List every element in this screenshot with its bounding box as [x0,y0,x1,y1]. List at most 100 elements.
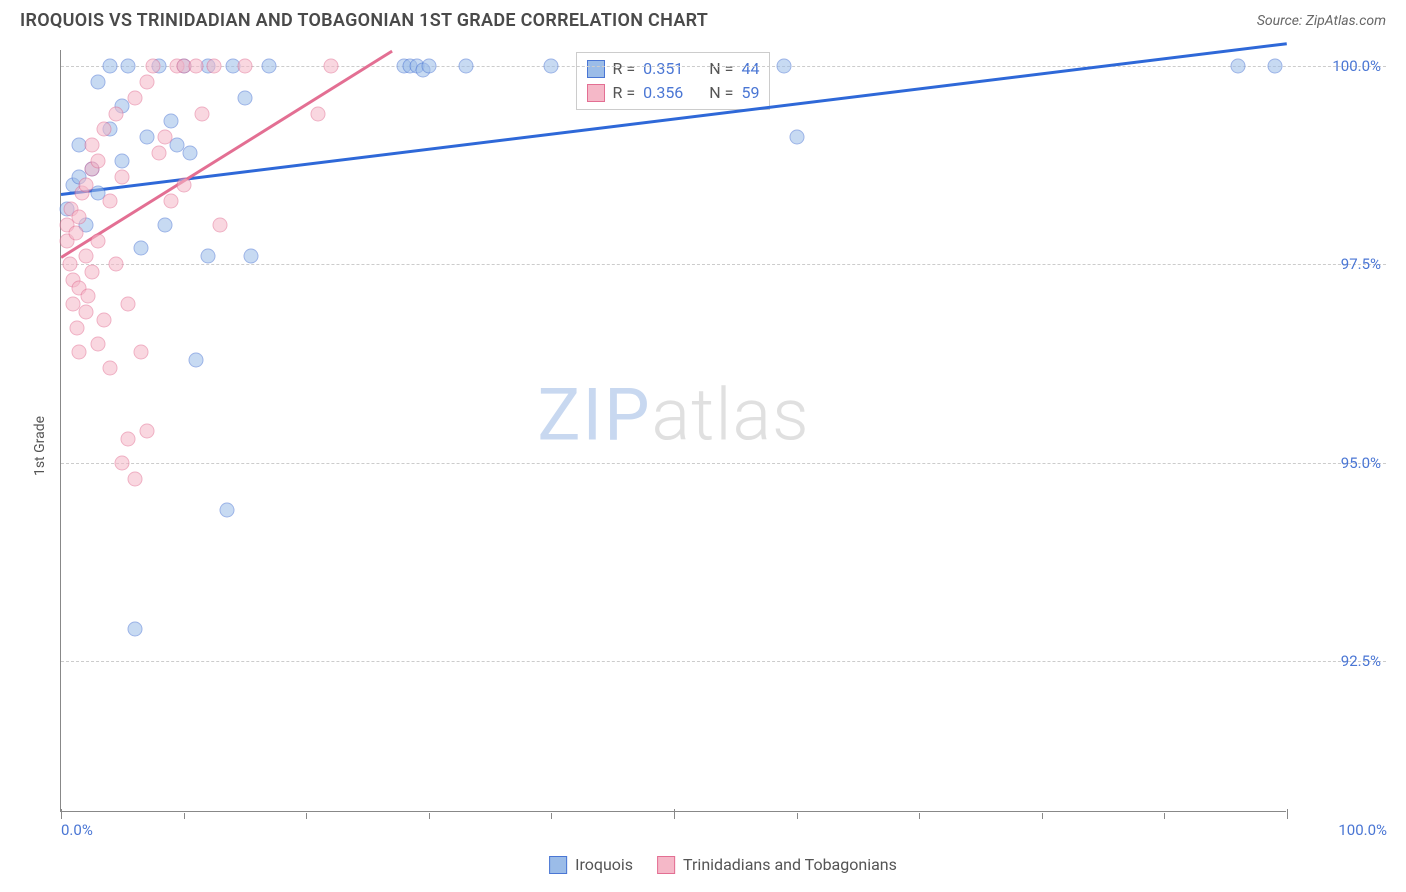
x-tick [1287,809,1288,819]
y-tick-label: 92.5% [1291,652,1381,670]
source-prefix: Source: [1257,13,1306,29]
data-point-trinidad [127,90,142,105]
data-point-trinidad [103,360,118,375]
x-tick-label: 100.0% [1338,821,1387,839]
gridline [61,661,1386,662]
x-tick [184,813,185,819]
legend-label: Iroquois [575,855,633,874]
plot-area: ZIPatlas R =0.351N =44R =0.356N =59 92.5… [60,50,1286,812]
data-point-trinidad [78,177,93,192]
data-point-trinidad [109,257,124,272]
data-point-trinidad [139,74,154,89]
x-tick [61,809,62,819]
data-point-trinidad [78,304,93,319]
r-label: R = [613,81,636,105]
x-tick-label: 0.0% [61,821,93,839]
data-point-trinidad [68,225,83,240]
legend-swatch-iroquois [549,856,567,874]
x-tick [674,809,675,819]
data-point-trinidad [207,58,222,73]
data-point-trinidad [84,265,99,280]
data-point-iroquois [133,241,148,256]
legend-swatch-trinidad [587,84,605,102]
source-name: ZipAtlas.com [1306,13,1386,29]
data-point-trinidad [72,209,87,224]
data-point-trinidad [133,344,148,359]
x-tick [919,813,920,819]
legend-swatch-iroquois [587,60,605,78]
data-point-trinidad [84,138,99,153]
data-point-trinidad [109,106,124,121]
data-point-trinidad [90,233,105,248]
data-point-trinidad [103,193,118,208]
data-point-iroquois [219,503,234,518]
data-point-iroquois [421,58,436,73]
n-value: 44 [741,57,759,81]
y-tick-label: 97.5% [1291,255,1381,273]
r-label: R = [613,57,636,81]
stats-legend-row-iroquois: R = 0.351 N = 44 [587,57,760,81]
series-legend: Iroquois Trinidadians and Tobagonians [549,855,897,874]
data-point-trinidad [90,336,105,351]
data-point-trinidad [127,471,142,486]
data-point-trinidad [158,130,173,145]
data-point-trinidad [69,320,84,335]
data-point-trinidad [96,122,111,137]
data-point-iroquois [139,130,154,145]
data-point-iroquois [103,58,118,73]
data-point-iroquois [244,249,259,264]
data-point-trinidad [311,106,326,121]
data-point-iroquois [458,58,473,73]
x-tick [429,813,430,819]
data-point-trinidad [152,146,167,161]
x-tick [1164,813,1165,819]
legend-swatch-trinidad [657,856,675,874]
data-point-iroquois [237,90,252,105]
x-tick [797,813,798,819]
legend-item-iroquois: Iroquois [549,855,633,874]
gridline [61,463,1386,464]
data-point-iroquois [90,74,105,89]
source-attribution: Source: ZipAtlas.com [1257,13,1386,29]
chart-title: IROQUOIS VS TRINIDADIAN AND TOBAGONIAN 1… [20,10,708,31]
data-point-iroquois [121,58,136,73]
watermark-zip: ZIP [537,373,651,458]
data-point-iroquois [158,217,173,232]
data-point-trinidad [145,58,160,73]
data-point-trinidad [90,154,105,169]
data-point-iroquois [544,58,559,73]
data-point-iroquois [1267,58,1282,73]
r-value: 0.351 [643,57,683,81]
stats-legend: R =0.351N =44R =0.356N =59 [576,52,771,110]
data-point-iroquois [1230,58,1245,73]
data-point-iroquois [201,249,216,264]
data-point-trinidad [78,249,93,264]
data-point-iroquois [188,352,203,367]
data-point-iroquois [789,130,804,145]
chart-header: IROQUOIS VS TRINIDADIAN AND TOBAGONIAN 1… [0,0,1406,37]
data-point-trinidad [96,312,111,327]
data-point-trinidad [176,177,191,192]
data-point-iroquois [262,58,277,73]
data-point-trinidad [237,58,252,73]
y-axis-label: 1st Grade [32,416,48,476]
watermark-atlas: atlas [652,373,810,458]
y-tick-label: 100.0% [1291,57,1381,75]
data-point-trinidad [115,455,130,470]
data-point-iroquois [182,146,197,161]
data-point-iroquois [115,154,130,169]
n-label: N = [709,57,733,81]
data-point-trinidad [213,217,228,232]
data-point-trinidad [121,297,136,312]
n-value: 59 [741,81,759,105]
data-point-trinidad [194,106,209,121]
x-tick [551,813,552,819]
x-tick [1042,813,1043,819]
stats-legend-row-trinidad: R =0.356N =59 [587,81,760,105]
legend-label: Trinidadians and Tobagonians [683,855,897,874]
data-point-trinidad [323,58,338,73]
data-point-iroquois [127,622,142,637]
data-point-iroquois [777,58,792,73]
n-label: N = [709,81,733,105]
data-point-trinidad [188,58,203,73]
